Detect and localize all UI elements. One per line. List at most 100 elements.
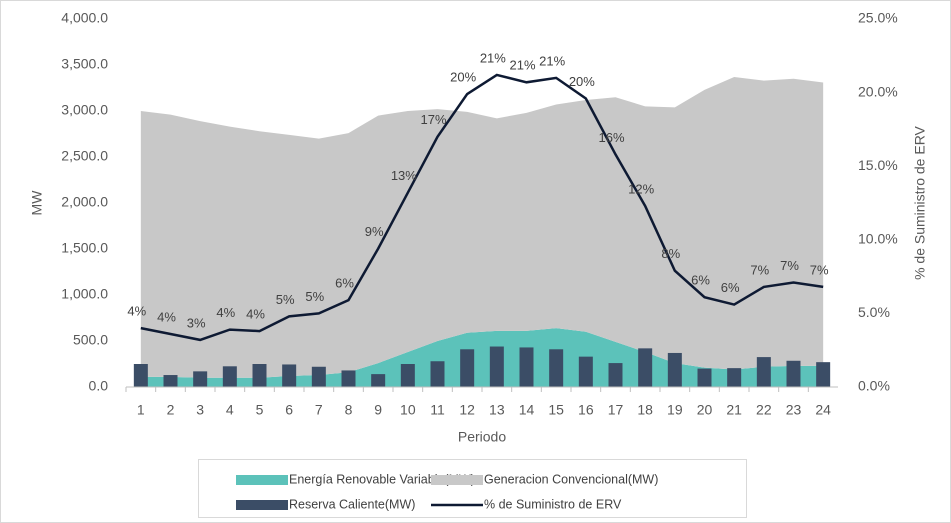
bar — [578, 356, 593, 387]
y2-tick-label: 0.0% — [858, 378, 890, 394]
data-label: 7% — [750, 262, 769, 277]
bar — [816, 362, 831, 387]
data-label: 21% — [539, 53, 565, 68]
bar — [489, 346, 504, 387]
bar — [667, 352, 682, 387]
data-label: 4% — [216, 305, 235, 320]
x-tick-label: 1 — [137, 402, 145, 418]
data-label: 4% — [157, 309, 176, 324]
legend-box — [198, 459, 747, 518]
legend-swatch — [431, 475, 483, 485]
y-tick-label: 3,500.0 — [61, 56, 108, 72]
x-tick-label: 20 — [697, 402, 713, 418]
data-label: 5% — [276, 292, 295, 307]
bar — [163, 375, 178, 387]
data-label: 6% — [335, 276, 354, 291]
x-tick-label: 2 — [167, 402, 175, 418]
legend-label: Reserva Caliente(MW) — [289, 497, 415, 511]
bar — [193, 371, 208, 387]
x-tick-label: 14 — [519, 402, 535, 418]
legend-swatch — [236, 475, 288, 485]
x-tick-label: 9 — [374, 402, 382, 418]
x-tick-label: 12 — [459, 402, 475, 418]
bar — [341, 370, 356, 387]
x-tick-label: 4 — [226, 402, 234, 418]
data-label: 9% — [365, 224, 384, 239]
x-tick-label: 13 — [489, 402, 505, 418]
legend-label: Generacion Convencional(MW) — [484, 472, 658, 486]
bar — [608, 363, 623, 387]
x-tick-label: 16 — [578, 402, 594, 418]
y-tick-label: 1,500.0 — [61, 240, 108, 256]
y-tick-label: 1,000.0 — [61, 286, 108, 302]
bar — [430, 361, 445, 387]
x-tick-label: 10 — [400, 402, 416, 418]
data-label: 16% — [598, 130, 624, 145]
area — [140, 76, 824, 378]
x-tick-label: 3 — [196, 402, 204, 418]
x-tick-label: 17 — [608, 402, 624, 418]
x-tick-label: 7 — [315, 402, 323, 418]
legend-label: Energía Renovable Variable(MW) — [289, 472, 475, 486]
data-label: 4% — [127, 304, 146, 319]
data-label: 6% — [721, 280, 740, 295]
x-tick-label: 22 — [756, 402, 772, 418]
bar — [460, 349, 475, 387]
x-tick-label: 8 — [345, 402, 353, 418]
y-tick-label: 2,000.0 — [61, 194, 108, 210]
x-tick-label: 19 — [667, 402, 683, 418]
data-label: 13% — [391, 168, 417, 183]
x-tick-label: 21 — [726, 402, 742, 418]
y-tick-label: 4,000.0 — [61, 10, 108, 26]
line — [140, 73, 824, 342]
bar — [756, 357, 771, 387]
bar — [133, 364, 148, 387]
bar — [282, 364, 297, 387]
data-label: 20% — [569, 74, 595, 89]
x-tick-label: 23 — [786, 402, 802, 418]
bar — [252, 364, 267, 387]
bar — [519, 347, 534, 387]
y-tick-label: 3,000.0 — [61, 102, 108, 118]
data-label: 7% — [780, 258, 799, 273]
x-tick-label: 6 — [285, 402, 293, 418]
data-label: 3% — [187, 315, 206, 330]
x-tick-label: 24 — [815, 402, 831, 418]
data-label: 4% — [246, 307, 265, 322]
data-label: 17% — [420, 112, 446, 127]
y-tick-label: 0.0 — [89, 378, 109, 394]
y2-tick-label: 5.0% — [858, 304, 890, 320]
bar — [400, 364, 415, 387]
legend-swatch — [236, 500, 288, 510]
legend-label: % de Suministro de ERV — [484, 497, 622, 511]
y2-tick-label: 20.0% — [858, 83, 898, 99]
bar — [371, 374, 386, 387]
x-axis-title: Periodo — [458, 429, 506, 445]
y-tick-label: 2,500.0 — [61, 148, 108, 164]
bar — [549, 349, 564, 387]
area — [140, 328, 824, 387]
data-label: 21% — [480, 50, 506, 65]
y2-tick-label: 10.0% — [858, 231, 898, 247]
data-label: 6% — [691, 273, 710, 288]
x-tick-label: 11 — [430, 402, 445, 418]
y-axis-title: MW — [29, 190, 45, 216]
data-label: 12% — [628, 181, 654, 196]
x-tick-label: 18 — [637, 402, 653, 418]
bar — [311, 366, 326, 387]
x-tick-label: 15 — [548, 402, 564, 418]
data-label: 8% — [661, 246, 680, 261]
bar — [727, 368, 742, 387]
y2-tick-label: 25.0% — [858, 10, 898, 26]
y2-tick-label: 15.0% — [858, 157, 898, 173]
y2-axis-title: % de Suministro de ERV — [912, 125, 928, 279]
bar — [638, 348, 653, 387]
y-tick-label: 500.0 — [73, 332, 108, 348]
bar — [697, 368, 712, 387]
bar — [786, 360, 801, 387]
bar — [222, 366, 237, 387]
x-tick-label: 5 — [256, 402, 264, 418]
data-label: 20% — [450, 70, 476, 85]
data-label: 21% — [509, 58, 535, 73]
